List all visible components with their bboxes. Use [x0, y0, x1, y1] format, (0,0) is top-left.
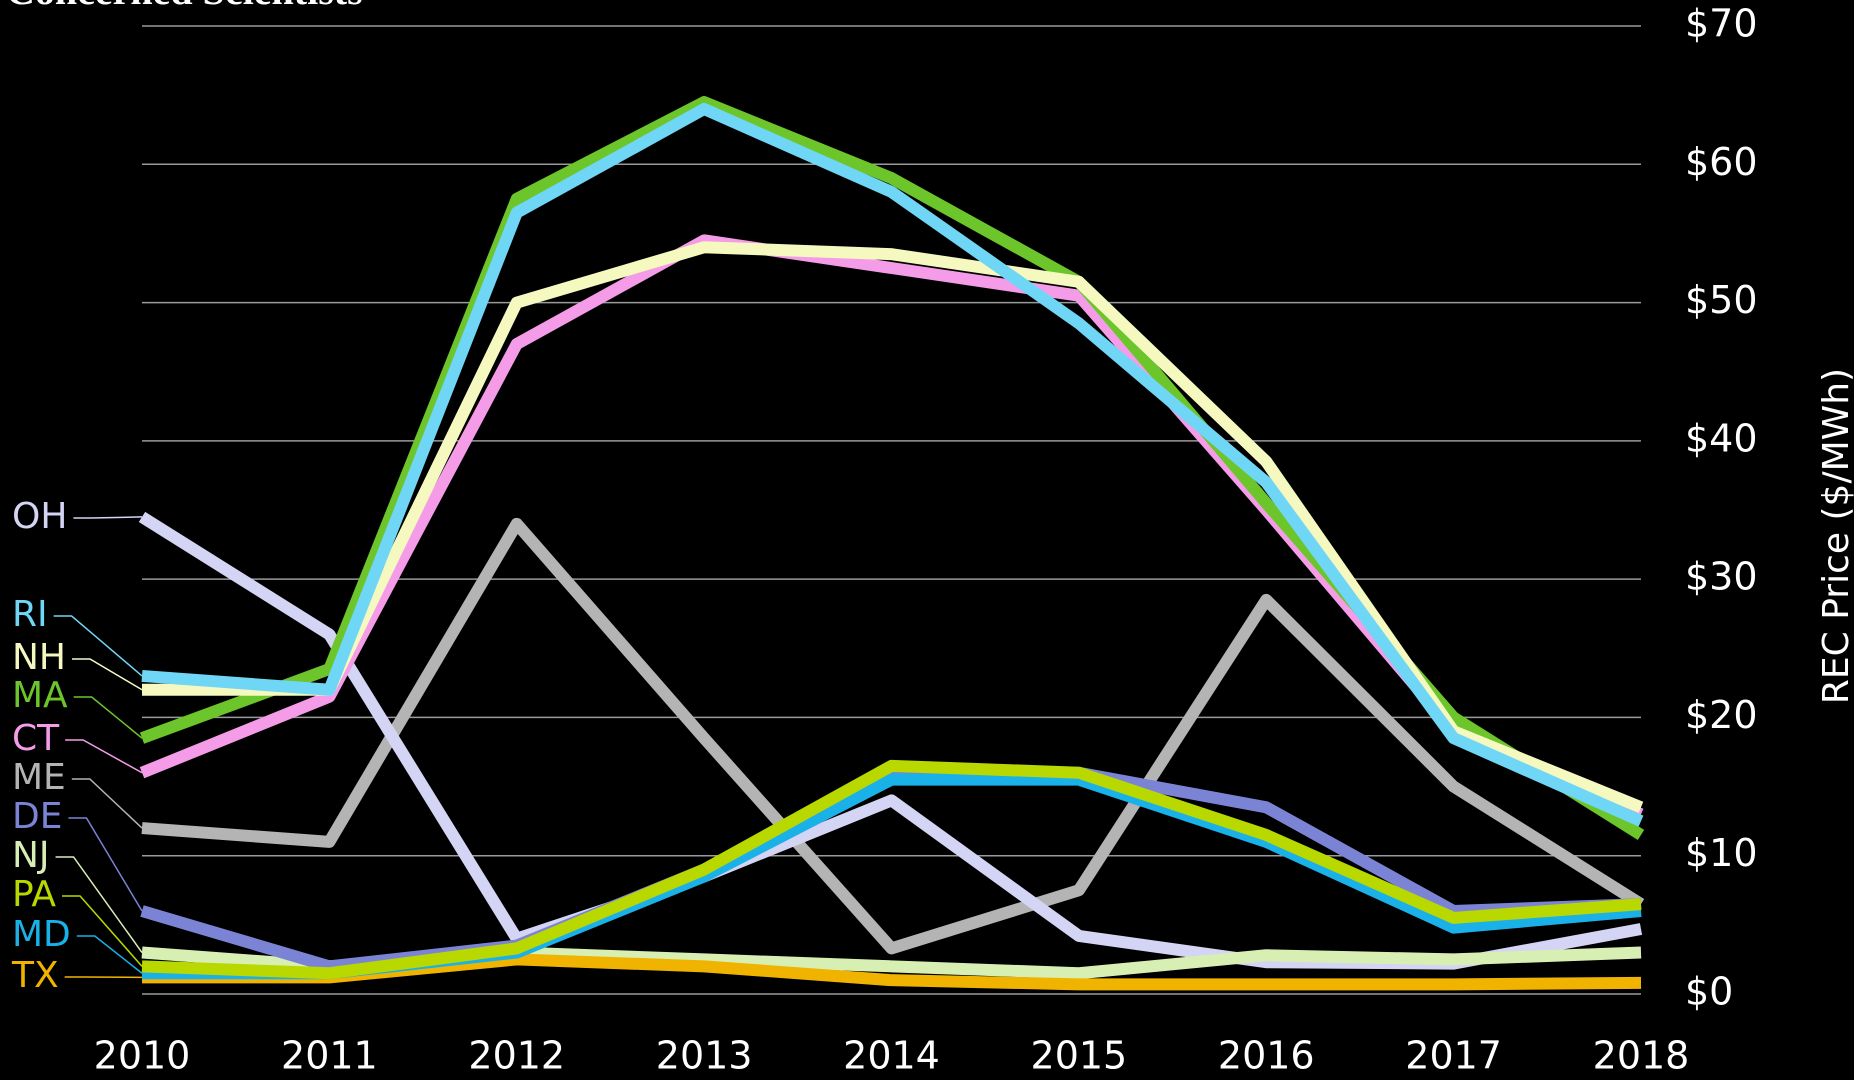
leader-line	[62, 895, 143, 967]
x-tick-label: 2014	[843, 1034, 940, 1078]
leader-line	[53, 615, 143, 677]
leader-line	[73, 516, 143, 519]
series-label: ME	[12, 757, 66, 798]
series-label: OH	[12, 496, 67, 537]
y-tick-label: $40	[1685, 416, 1758, 460]
chart-title: Concerned Scientists	[6, 0, 363, 13]
series-line	[142, 241, 1644, 813]
x-tick-label: 2016	[1218, 1034, 1315, 1078]
series-label: CT	[12, 718, 60, 759]
series-label: MA	[12, 675, 68, 716]
y-tick-label: $20	[1685, 693, 1758, 737]
series-line	[141, 759, 1642, 980]
y-tick-label: $0	[1685, 970, 1733, 1014]
series-label: PA	[12, 874, 56, 915]
y-tick-label: $50	[1685, 278, 1758, 322]
series-label: RI	[12, 594, 48, 635]
series-line	[141, 102, 1644, 827]
y-axis-title: REC Price ($/MWh)	[1816, 368, 1854, 704]
series-label: MD	[12, 914, 71, 955]
series-line	[139, 234, 1644, 820]
x-tick-label: 2017	[1405, 1034, 1502, 1078]
leader-line	[55, 856, 143, 953]
y-tick-label: $60	[1685, 140, 1758, 184]
leader-line	[72, 658, 143, 691]
leader-line	[73, 696, 143, 739]
x-tick-label: 2010	[94, 1034, 191, 1078]
y-tick-label: $10	[1685, 831, 1758, 875]
leader-line	[71, 778, 143, 829]
x-tick-label: 2011	[281, 1034, 378, 1078]
series-label: NJ	[12, 835, 50, 876]
series-label: DE	[12, 796, 62, 837]
series-line	[139, 96, 1645, 841]
x-tick-label: 2012	[468, 1034, 565, 1078]
leader-line	[68, 817, 143, 912]
y-tick-label: $70	[1685, 2, 1758, 46]
x-tick-label: 2013	[656, 1034, 753, 1078]
series-label: NH	[12, 637, 66, 678]
leader-line	[76, 935, 143, 974]
x-tick-label: 2018	[1593, 1034, 1690, 1078]
y-tick-label: $30	[1685, 555, 1758, 599]
leader-line	[65, 739, 143, 774]
x-tick-label: 2015	[1031, 1034, 1128, 1078]
series-label: TX	[11, 955, 59, 996]
